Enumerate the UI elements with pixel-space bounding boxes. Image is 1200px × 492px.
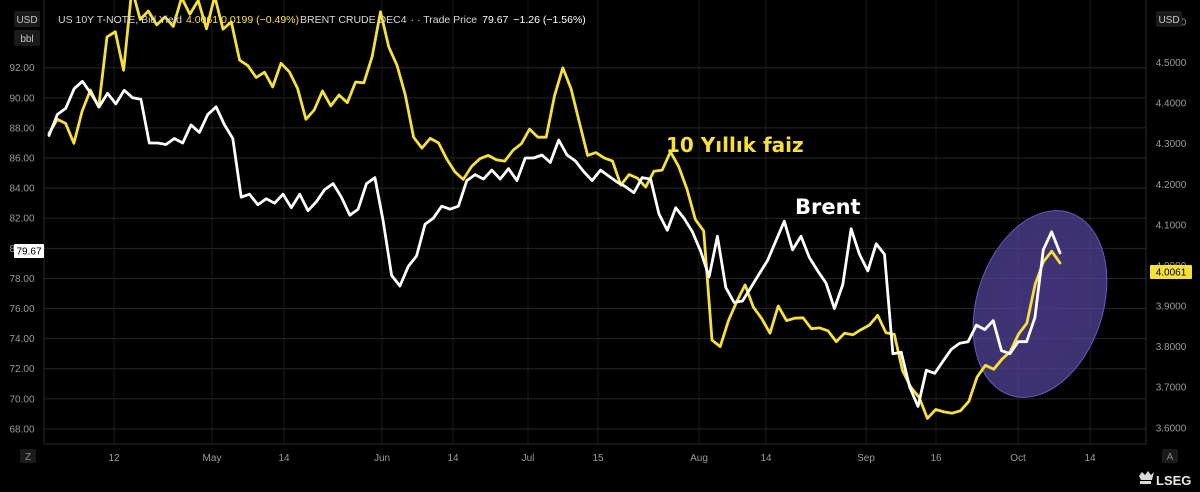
price-tag-right-box	[1150, 265, 1192, 279]
y-right-tick-label: 3.6000	[1156, 423, 1187, 434]
unit-box-left-bottom	[14, 30, 40, 46]
y-right-tick-label: 4.4000	[1156, 99, 1187, 110]
highlight-ellipse	[972, 210, 1108, 398]
y-left-tick-label: 72.00	[9, 364, 34, 375]
legend-series2-name: BRENT CRUDE DEC4	[300, 14, 407, 26]
y-left-tick-label: 82.00	[9, 214, 34, 225]
y-left-tick-label: 70.00	[9, 394, 34, 405]
legend-series1-field: Bid Yield	[141, 14, 182, 26]
y-left-tick-label: 92.00	[9, 63, 34, 74]
y-right-tick-label: 3.8000	[1156, 342, 1187, 353]
x-tick-label: Oct	[1010, 453, 1026, 464]
unit-left-bottom: bbl	[20, 34, 33, 45]
y-left-tick-label: 74.00	[9, 334, 34, 345]
x-tick-label: Sep	[857, 453, 875, 464]
legend-series1-change: 0.0199 (−0.49%)	[221, 14, 299, 26]
price-tag-right: 4.0061	[1156, 268, 1187, 279]
price-tag-left: 79.67	[16, 247, 41, 258]
zoom-toggle-label: Z	[25, 452, 31, 463]
y-left-tick-label: 86.00	[9, 154, 34, 165]
x-axis-ticks: 12 May 14 Jun 14 Jul 15 Aug 14 Sep 16 Oct 14	[108, 453, 1096, 464]
annotation-brent: Brent	[795, 195, 861, 219]
x-tick-label: 15	[592, 453, 604, 464]
series-line-brent	[47, 79, 1062, 408]
unit-box-right	[1156, 11, 1182, 27]
left-axis-ticks: 68.0070.0072.0074.0076.0078.0080.0082.00…	[9, 63, 34, 435]
x-tick-label: 14	[760, 453, 772, 464]
lseg-mark-icon	[1139, 471, 1154, 484]
unit-box-left-top	[14, 11, 40, 27]
plot-area	[44, 0, 1146, 444]
zoom-toggle-button[interactable]: Z	[20, 449, 36, 463]
right-axis-ticks: 3.60003.70003.80003.90004.00004.10004.20…	[1156, 17, 1187, 434]
legend-series1-name: US 10Y T-NOTE	[58, 14, 135, 26]
y-right-tick-label: 3.7000	[1156, 383, 1187, 394]
x-tick-label: 16	[930, 453, 942, 464]
y-left-tick-label: 76.00	[9, 304, 34, 315]
y-left-tick-label: 84.00	[9, 184, 34, 195]
legend-series2-value: 79.67	[482, 14, 508, 26]
legend-series1-value: 4.0061	[186, 14, 218, 26]
auto-scale-button[interactable]: A	[1162, 449, 1178, 463]
y-left-tick-label: 90.00	[9, 93, 34, 104]
legend-series2-change: −1.26 (−1.56%)	[513, 14, 585, 26]
unit-left-top: USD	[16, 15, 37, 26]
annotation-yield: 10 Yıllık faiz	[666, 133, 804, 157]
y-left-tick-label: 68.00	[9, 424, 34, 435]
x-tick-label: Jul	[522, 453, 535, 464]
x-tick-label: Aug	[690, 453, 708, 464]
y-left-tick-label: 88.00	[9, 123, 34, 134]
x-tick-label: 12	[108, 453, 120, 464]
legend-series2-field: Trade Price	[423, 14, 477, 26]
x-tick-label: 14	[1084, 453, 1096, 464]
x-tick-label: 14	[447, 453, 459, 464]
unit-right: USD	[1158, 15, 1179, 26]
price-tag-left-box	[14, 244, 44, 258]
y-right-tick-label: 4.1000	[1156, 220, 1187, 231]
x-tick-label: May	[203, 453, 222, 464]
y-right-tick-label: 4.2000	[1156, 180, 1187, 191]
y-right-tick-label: 4.5000	[1156, 58, 1187, 69]
x-tick-label: Jun	[374, 453, 390, 464]
lseg-logo-text: LSEG	[1156, 473, 1191, 488]
legend-row[interactable]: US 10Y T-NOTE, Bid Yield 4.0061 0.0199 (−0…	[58, 14, 586, 26]
y-right-tick-label: 3.9000	[1156, 302, 1187, 313]
x-tick-label: 14	[278, 453, 290, 464]
y-right-tick-label: 4.3000	[1156, 139, 1187, 150]
auto-scale-label: A	[1167, 452, 1174, 463]
lseg-logo: LSEG	[1139, 471, 1191, 488]
y-left-tick-label: 78.00	[9, 274, 34, 285]
